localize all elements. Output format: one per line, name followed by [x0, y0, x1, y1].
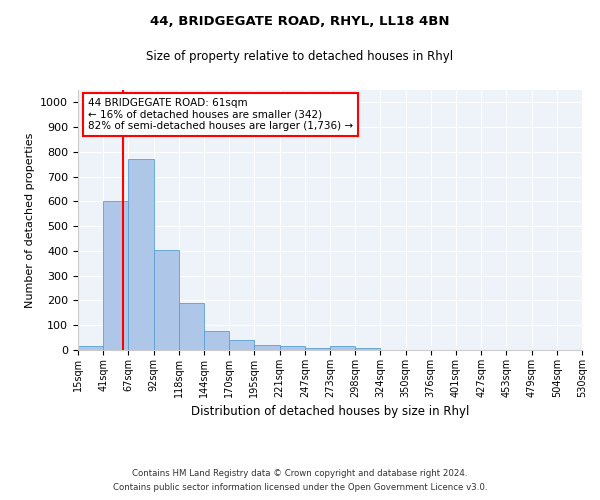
Text: 44, BRIDGEGATE ROAD, RHYL, LL18 4BN: 44, BRIDGEGATE ROAD, RHYL, LL18 4BN — [150, 15, 450, 28]
Bar — [204, 330, 229, 350]
Text: Size of property relative to detached houses in Rhyl: Size of property relative to detached ho… — [146, 50, 454, 63]
Text: Contains public sector information licensed under the Open Government Licence v3: Contains public sector information licen… — [113, 484, 487, 492]
Bar — [179, 303, 204, 350]
Bar — [254, 345, 280, 350]
Bar — [128, 160, 154, 350]
Bar — [280, 346, 305, 350]
Bar — [78, 346, 103, 350]
Bar — [330, 346, 355, 350]
Bar — [305, 348, 330, 350]
Bar — [229, 340, 254, 350]
Text: 44 BRIDGEGATE ROAD: 61sqm
← 16% of detached houses are smaller (342)
82% of semi: 44 BRIDGEGATE ROAD: 61sqm ← 16% of detac… — [88, 98, 353, 131]
Bar — [154, 250, 179, 350]
Text: Contains HM Land Registry data © Crown copyright and database right 2024.: Contains HM Land Registry data © Crown c… — [132, 468, 468, 477]
Y-axis label: Number of detached properties: Number of detached properties — [25, 132, 35, 308]
X-axis label: Distribution of detached houses by size in Rhyl: Distribution of detached houses by size … — [191, 406, 469, 418]
Bar — [355, 348, 380, 350]
Bar — [103, 202, 128, 350]
